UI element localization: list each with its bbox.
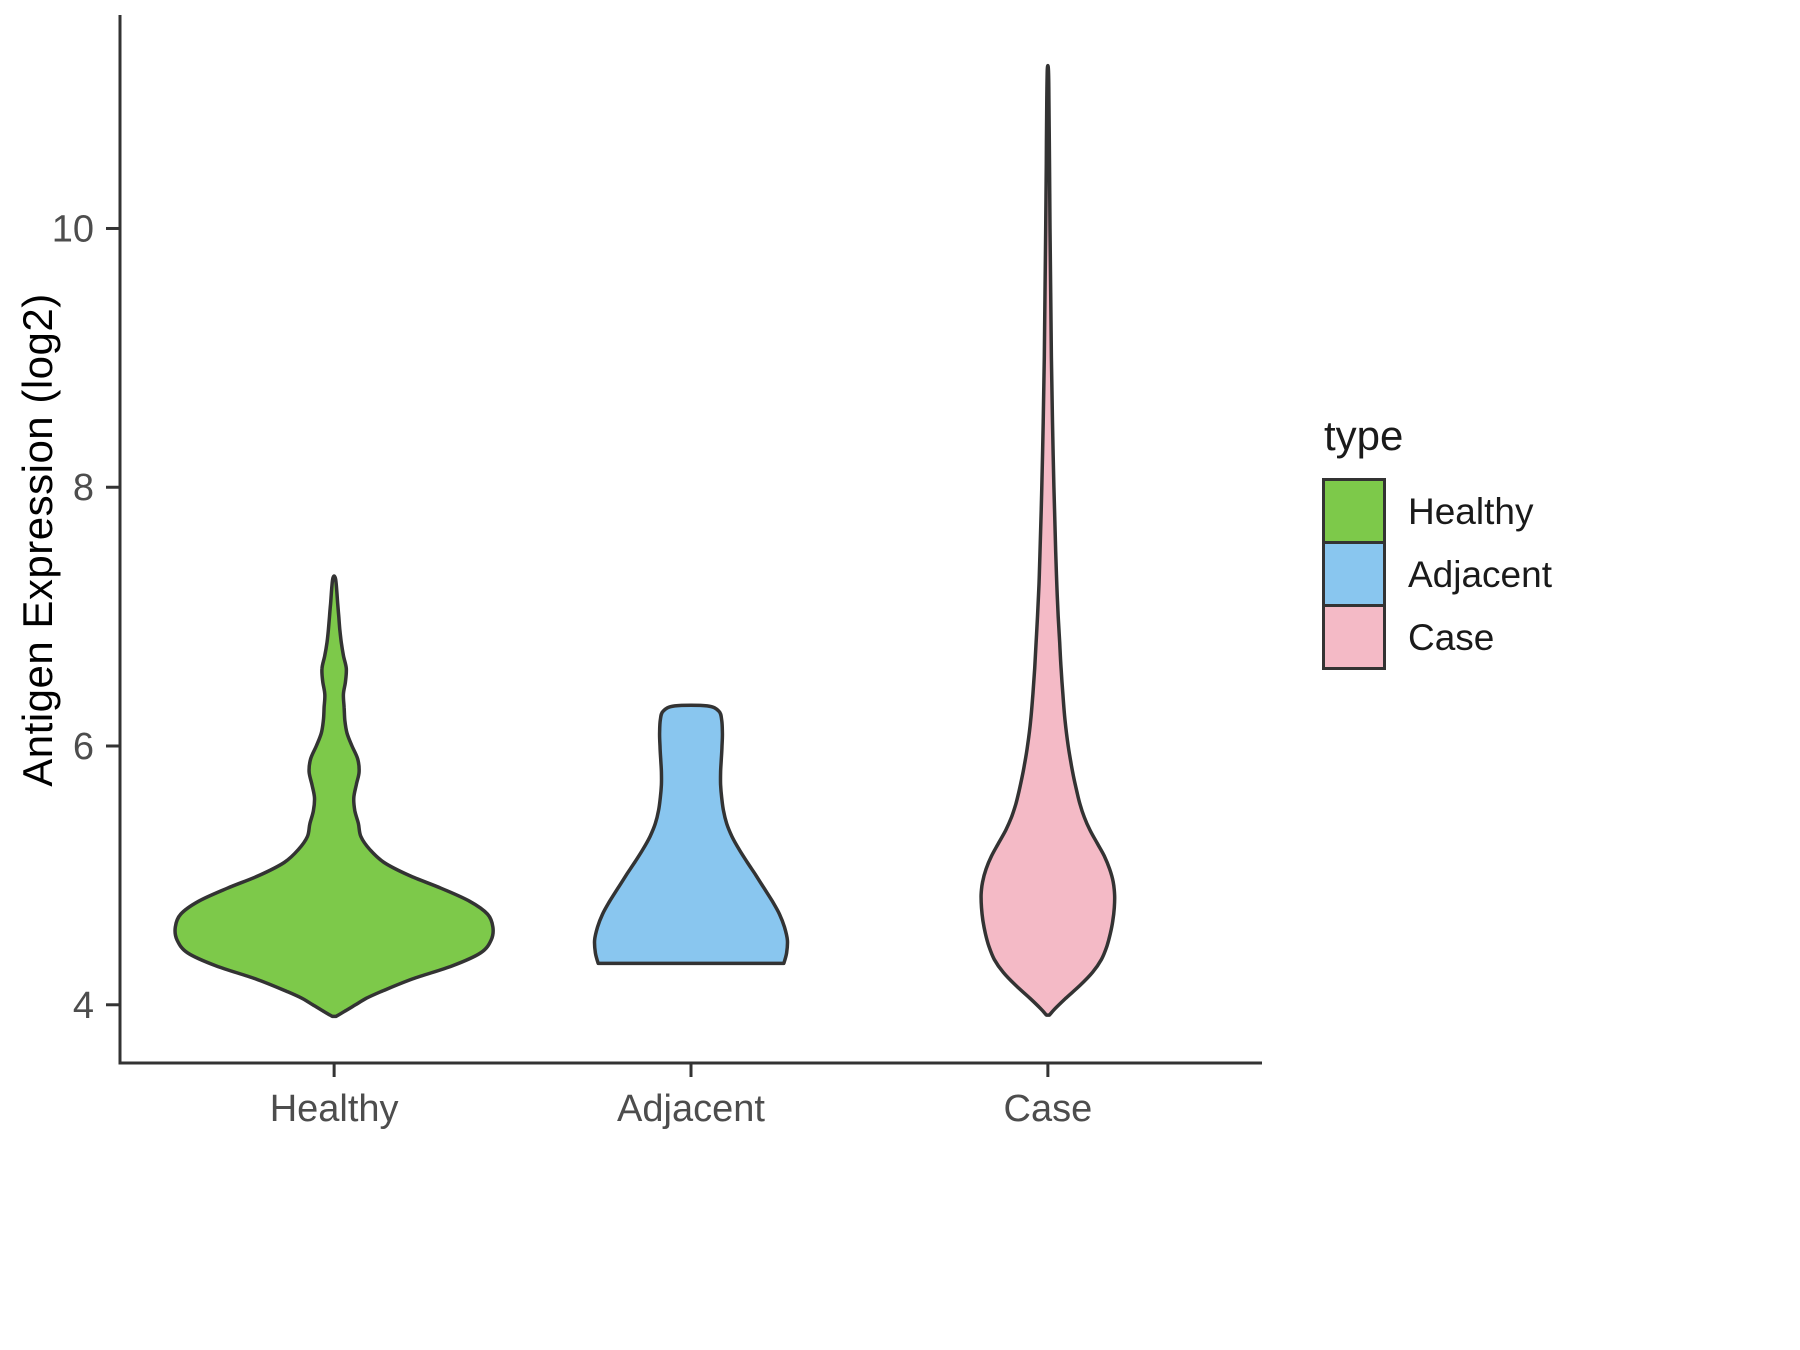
legend-swatch-healthy [1322,478,1386,544]
violin-healthy [173,574,495,1019]
x-tick-label: Case [1004,1088,1093,1130]
legend: type Healthy Adjacent Case [1322,412,1552,670]
legend-swatch-adjacent [1322,541,1386,607]
legend-label: Healthy [1408,490,1534,532]
legend-key-row: Healthy [1322,478,1552,544]
x-tick-label: Healthy [270,1088,399,1130]
legend-key-row: Adjacent [1322,541,1552,607]
violin-case [979,63,1117,1017]
x-tick-label: Adjacent [617,1088,765,1130]
y-tick-label: 6 [73,726,94,768]
y-tick-label: 10 [52,208,94,250]
legend-label: Case [1408,616,1495,658]
y-tick-label: 8 [73,467,94,509]
legend-label: Adjacent [1408,553,1552,595]
violin-adjacent [592,703,790,966]
legend-keys: Healthy Adjacent Case [1322,478,1552,670]
legend-swatch-case [1322,604,1386,670]
y-tick-label: 4 [73,985,94,1027]
legend-title: type [1324,412,1404,459]
legend-key-row: Case [1322,604,1552,670]
